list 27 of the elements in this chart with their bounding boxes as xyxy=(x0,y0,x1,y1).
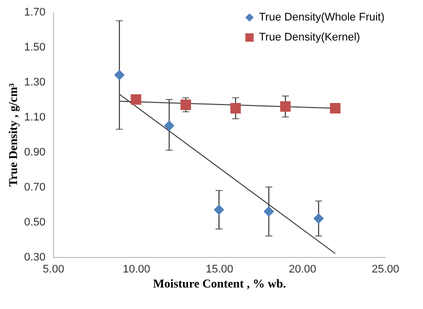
legend-label: True Density(Whole Fruit) xyxy=(259,12,385,24)
y-tick-label: 1.10 xyxy=(24,112,46,124)
point xyxy=(114,70,125,80)
y-tick-label: 1.70 xyxy=(24,6,46,18)
point xyxy=(164,120,174,131)
y-tick-label: 1.50 xyxy=(24,42,46,54)
point xyxy=(130,94,142,105)
x-tick-label: 25.00 xyxy=(372,264,400,276)
point xyxy=(180,100,192,110)
point xyxy=(280,101,291,112)
point xyxy=(264,206,274,217)
y-tick-label: 0.90 xyxy=(24,146,46,158)
x-tick-label: 15.00 xyxy=(206,264,234,276)
y-tick-label: 0.50 xyxy=(24,216,46,228)
point xyxy=(214,204,224,215)
x-tick-label: 5.00 xyxy=(42,264,64,276)
y-tick-label: 0.70 xyxy=(24,182,46,194)
point xyxy=(230,103,241,114)
y-tick-label: 0.30 xyxy=(24,252,46,264)
legend-label: True Density(Kernel) xyxy=(259,32,360,44)
x-tick-label: 10.00 xyxy=(122,264,150,276)
y-axis-title: True Density , g/cm³ xyxy=(6,82,20,187)
x-axis-title: Moisture Content , % wb. xyxy=(152,276,286,290)
point xyxy=(330,103,340,114)
x-tick-label: 20.00 xyxy=(288,264,316,276)
y-tick-label: 1.30 xyxy=(24,76,46,88)
point xyxy=(313,213,324,224)
